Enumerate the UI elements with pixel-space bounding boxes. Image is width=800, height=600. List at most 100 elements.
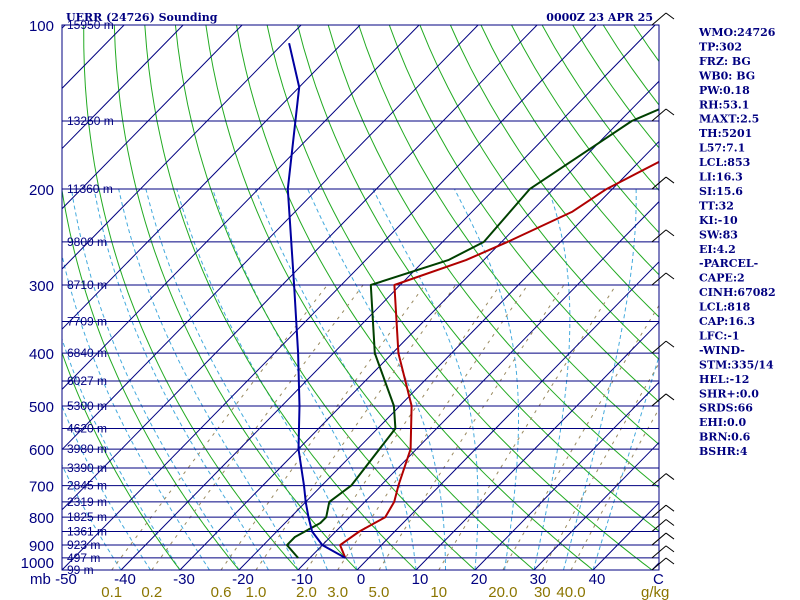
index-entry: TH:5201 [699,127,752,140]
temperature-tick-label: 30 [530,571,547,588]
wind-barb-staff [651,176,667,190]
wind-barb-staff [651,545,667,559]
wind-barb-feather [665,12,675,20]
mixing-ratio-label: 30 [534,584,551,600]
plot-border [61,24,660,571]
index-entry: STM:335/14 [699,358,774,371]
wind-barb [651,504,675,518]
isotherm-line [238,140,659,570]
pressure-tick-label: 100 [29,18,54,35]
wind-barb [651,532,675,546]
isotherm-line [356,261,659,570]
isotherms [62,25,659,570]
wind-barb [651,473,675,486]
mixing-ratio-label: 1.0 [246,584,267,600]
wind-barb-staff [651,557,667,571]
mixing-ratio-line [502,304,659,570]
wind-barb-feather [665,272,675,280]
index-entry: LCL:853 [699,156,750,169]
temperature-tick-label: 20 [471,571,488,588]
wind-barb [651,108,675,122]
index-entry: EHI:0.0 [699,416,746,429]
temperature-tick-label: 40 [589,571,606,588]
wind-barb [651,340,675,354]
height-label: 7709 m [67,315,107,329]
isotherm-line [62,25,420,391]
wind-barb-staff [651,12,667,26]
temperature-tick-label: -30 [173,571,195,588]
index-entry: -PARCEL- [699,257,758,270]
isotherm-line [474,381,659,570]
height-label: 8710 m [67,278,107,292]
isotherm-line [533,441,659,570]
isotherm-line [62,25,479,451]
wind-barb-feather [665,519,675,526]
index-entry: TP:302 [699,40,742,53]
index-entry: WMO:24726 [698,26,776,39]
pressure-tick-label: 600 [29,442,54,459]
mixing-ratio-label: 3.0 [327,584,348,600]
temperature-tick-label: -50 [55,571,77,588]
x-axis-unit-label: C [653,571,664,588]
height-label: 1825 m [67,510,107,524]
wind-barb [651,12,675,26]
wind-barb [651,229,675,243]
wind-barb-feather [665,340,675,348]
wind-barb-staff [651,340,667,354]
pressure-tick-label: 400 [29,346,54,363]
wind-barb [651,176,675,190]
isotherm-line [62,25,361,330]
mixing-ratio-label: 5.0 [369,584,390,600]
wind-barb-staff [651,108,667,122]
index-entry: FRZ: BG [699,55,751,68]
pressure-tick-label: 200 [29,182,54,199]
wind-barbs [651,12,675,571]
sounding-profiles [286,42,659,559]
pressure-tick-label: 700 [29,479,54,496]
y-axis-label: mb [30,571,51,588]
isotherm-line [120,25,656,570]
isotherm-line [415,321,659,570]
wind-barb-staff [651,473,667,486]
index-entry: BRN:0.6 [699,431,751,444]
index-entry: SI:15.6 [699,185,743,198]
isotherm-line [62,25,302,270]
wind-barb [651,519,675,532]
mixing-ratio-line [151,284,364,570]
height-labels: 15950 m 13250 m 11360 m 9800 m 8710 m 7709 m 6… [67,18,114,577]
temperature-profile-line [339,160,659,559]
wind-barb-feather [665,557,675,565]
plot-frame [61,24,660,571]
pressure-tick-label: 500 [29,399,54,416]
mixing-ratio-label: 0.6 [211,584,232,600]
index-entry: LI:16.3 [699,171,743,184]
wind-barb-feather [665,176,675,184]
wind-barb [651,545,675,559]
index-entry: CINH:67082 [699,286,776,299]
isotherm-line [62,25,184,150]
wind-barb-feather [665,504,675,512]
index-entry: PW:0.18 [699,84,750,97]
index-entry: SW:83 [699,228,738,241]
temperature-tick-label: 0 [357,571,365,588]
wind-barb-staff [651,532,667,546]
temperature-tick-labels: -50 -40 -30 -20 -10 0 10 20 30 40 [55,571,605,588]
isobars [62,25,659,570]
wind-barb-feather [665,473,675,480]
index-entry: EI:4.2 [699,243,736,256]
pressure-tick-label: 300 [29,278,54,295]
mixing-ratio-label: 0.2 [141,584,162,600]
height-label: 6027 m [67,374,107,388]
wind-barb [651,393,675,407]
mixing-ratio-labels: 0.1 0.2 0.6 1.0 2.0 3.0 5.0 10 20.0 30 40.0 [101,584,585,600]
isotherm-line [62,25,243,210]
height-label: 11360 m [67,182,113,196]
wind-barb-staff [651,393,667,407]
mixing-ratio-label: 40.0 [556,584,585,600]
temperature-tick-label: 10 [412,571,429,588]
isotherm-line [62,25,597,570]
height-label: 5300 m [67,399,107,413]
temperature-tick-label: -20 [232,571,254,588]
